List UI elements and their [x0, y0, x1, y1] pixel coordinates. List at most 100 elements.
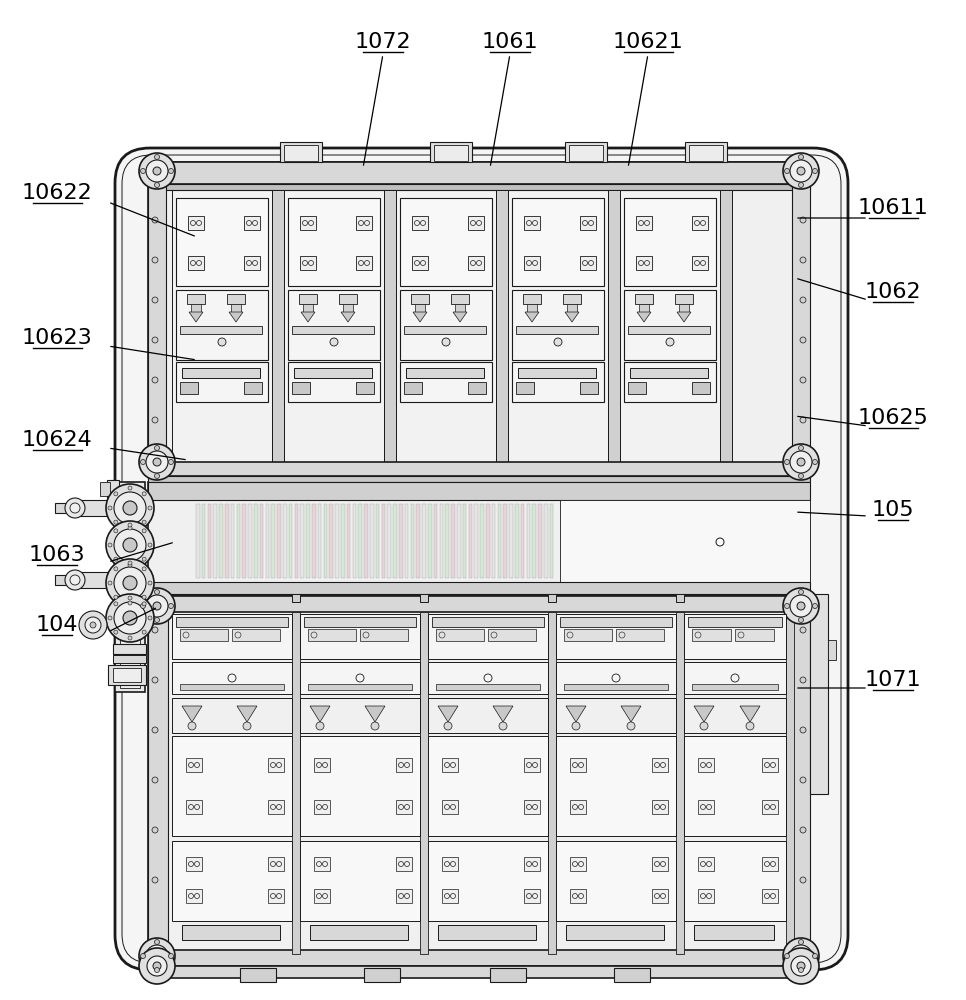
- Bar: [244, 256, 260, 270]
- Bar: [202, 504, 206, 578]
- Circle shape: [168, 460, 174, 464]
- Bar: [314, 889, 330, 903]
- Circle shape: [800, 257, 806, 263]
- Bar: [792, 162, 810, 472]
- Circle shape: [114, 492, 146, 524]
- Polygon shape: [566, 706, 586, 722]
- Circle shape: [114, 630, 118, 634]
- Circle shape: [799, 446, 804, 450]
- Bar: [694, 925, 774, 940]
- Bar: [227, 294, 245, 304]
- Circle shape: [155, 182, 159, 188]
- Bar: [624, 362, 716, 402]
- Bar: [526, 504, 530, 578]
- Bar: [237, 504, 241, 578]
- Bar: [463, 504, 467, 578]
- Bar: [314, 758, 330, 772]
- Polygon shape: [189, 312, 203, 322]
- Bar: [580, 256, 596, 270]
- Bar: [100, 482, 110, 496]
- Bar: [272, 190, 284, 470]
- Circle shape: [800, 777, 806, 783]
- Polygon shape: [621, 706, 641, 722]
- Bar: [532, 504, 536, 578]
- Bar: [524, 758, 540, 772]
- Circle shape: [152, 217, 158, 223]
- Circle shape: [627, 722, 635, 730]
- Bar: [364, 504, 368, 578]
- Bar: [382, 504, 385, 578]
- Bar: [556, 614, 676, 659]
- Circle shape: [106, 521, 154, 569]
- Circle shape: [800, 297, 806, 303]
- Circle shape: [152, 337, 158, 343]
- Bar: [434, 504, 438, 578]
- Circle shape: [152, 877, 158, 883]
- Bar: [438, 925, 536, 940]
- Bar: [550, 504, 554, 578]
- Bar: [496, 190, 508, 470]
- Bar: [295, 504, 298, 578]
- Circle shape: [797, 952, 805, 960]
- Bar: [566, 925, 664, 940]
- Bar: [636, 216, 652, 230]
- Bar: [762, 889, 778, 903]
- Bar: [148, 184, 810, 190]
- Circle shape: [139, 444, 175, 480]
- Bar: [692, 256, 708, 270]
- Bar: [304, 617, 416, 627]
- Bar: [688, 617, 782, 627]
- Polygon shape: [182, 706, 202, 722]
- Text: 1071: 1071: [865, 670, 922, 690]
- Circle shape: [790, 160, 812, 182]
- Circle shape: [442, 338, 450, 346]
- Bar: [396, 800, 412, 814]
- Polygon shape: [740, 706, 760, 722]
- Circle shape: [791, 956, 811, 976]
- Circle shape: [139, 938, 175, 974]
- Circle shape: [106, 594, 154, 642]
- Circle shape: [371, 722, 379, 730]
- Circle shape: [218, 338, 226, 346]
- Bar: [428, 698, 548, 733]
- Circle shape: [152, 827, 158, 833]
- Bar: [698, 889, 714, 903]
- Bar: [560, 617, 672, 627]
- Circle shape: [142, 492, 146, 496]
- Polygon shape: [237, 706, 257, 722]
- Polygon shape: [413, 312, 427, 322]
- Circle shape: [114, 567, 146, 599]
- Bar: [393, 504, 397, 578]
- Circle shape: [784, 954, 789, 958]
- Bar: [442, 889, 458, 903]
- Circle shape: [800, 877, 806, 883]
- Bar: [685, 142, 727, 162]
- Bar: [300, 256, 316, 270]
- Circle shape: [146, 160, 168, 182]
- Bar: [148, 966, 810, 978]
- Circle shape: [128, 523, 132, 527]
- Bar: [636, 256, 652, 270]
- Circle shape: [800, 677, 806, 683]
- Circle shape: [147, 956, 167, 976]
- Circle shape: [142, 602, 146, 606]
- Bar: [300, 614, 420, 659]
- Bar: [400, 290, 492, 360]
- Bar: [565, 142, 607, 162]
- Circle shape: [142, 520, 146, 524]
- Bar: [416, 504, 420, 578]
- Circle shape: [114, 602, 146, 634]
- Bar: [523, 294, 541, 304]
- Bar: [652, 800, 668, 814]
- Bar: [288, 290, 380, 360]
- Circle shape: [108, 543, 112, 547]
- Circle shape: [800, 377, 806, 383]
- Bar: [358, 504, 362, 578]
- Circle shape: [783, 153, 819, 189]
- Bar: [468, 382, 486, 394]
- Bar: [698, 857, 714, 871]
- Bar: [692, 216, 708, 230]
- Bar: [415, 304, 425, 312]
- Bar: [440, 504, 443, 578]
- Bar: [300, 698, 420, 733]
